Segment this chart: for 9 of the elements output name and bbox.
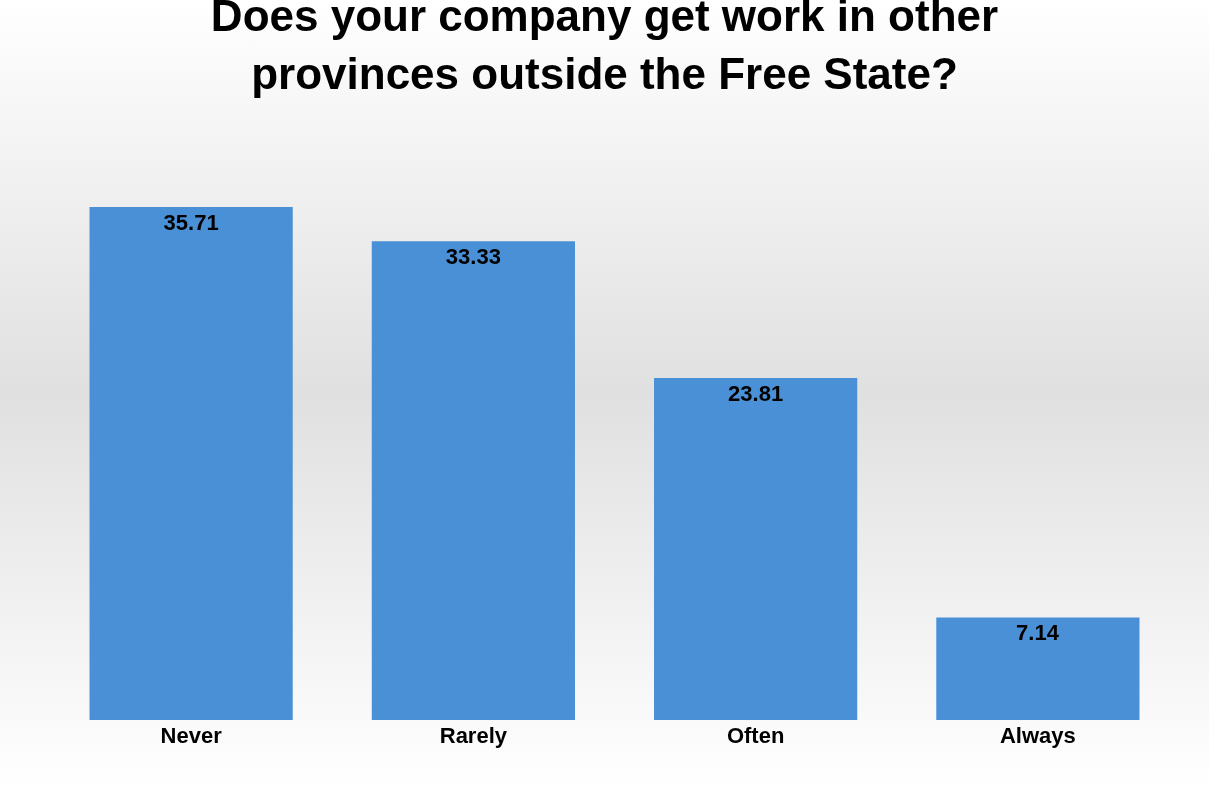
x-tick-label: Often	[726, 723, 785, 748]
data-label: 33.33	[445, 244, 501, 270]
data-label: 7.14	[1016, 620, 1060, 646]
data-label: 35.71	[163, 210, 219, 235]
data-label: 23.81	[728, 380, 784, 406]
x-tick-label: Never	[160, 723, 223, 748]
x-tick-label: Always	[999, 723, 1076, 748]
chart-title: Does your company get work in other provinces outside the Free State?	[210, 0, 999, 98]
x-tick-label: Rarely	[439, 723, 508, 748]
